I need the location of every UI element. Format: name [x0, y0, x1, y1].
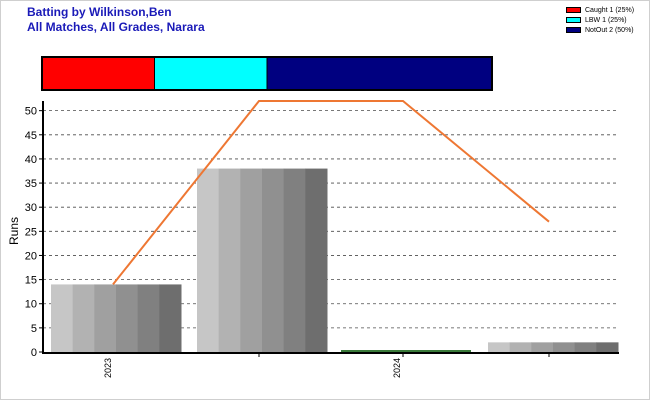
bar-strip: [531, 342, 554, 352]
legend: Caught 1 (25%) LBW 1 (25%) NotOut 2 (50%…: [566, 5, 634, 35]
y-tick-label: 20: [25, 250, 37, 262]
x-tick-label: 2023: [103, 358, 113, 378]
stacked-segment-lbw: [154, 56, 268, 91]
bar-strip: [137, 284, 160, 352]
bar-strip: [94, 284, 117, 352]
chart-title: Batting by Wilkinson,Ben: [27, 5, 172, 19]
bar-strip: [262, 168, 285, 352]
y-tick-label: 5: [31, 323, 37, 335]
y-tick-label: 10: [25, 299, 37, 311]
bar-strip: [51, 284, 74, 352]
bar-strip: [240, 168, 263, 352]
legend-swatch-notout: [566, 27, 581, 33]
legend-item-notout: NotOut 2 (50%): [566, 25, 634, 35]
stacked-segment-notout: [266, 56, 493, 91]
bar-strip: [159, 284, 182, 352]
legend-swatch-caught: [566, 7, 581, 13]
y-axis-label: Runs: [7, 217, 21, 245]
bar-strip: [509, 342, 532, 352]
legend-item-caught: Caught 1 (25%): [566, 5, 634, 15]
legend-label-caught: Caught 1 (25%): [585, 6, 635, 14]
bar-empty: [341, 350, 471, 352]
stacked-bar-border: [41, 56, 493, 91]
bar-strip: [283, 168, 306, 352]
bar-strip: [72, 284, 95, 352]
bar-strip: [305, 168, 328, 352]
bar-strip: [488, 342, 511, 352]
y-tick-label: 25: [25, 226, 37, 238]
y-tick-label: 0: [31, 347, 37, 359]
bar-strip: [116, 284, 139, 352]
bar-strip: [596, 342, 619, 352]
y-tick-label: 40: [25, 154, 37, 166]
bar-strip: [218, 168, 241, 352]
stacked-segment-caught: [41, 56, 155, 91]
legend-label-lbw: LBW 1 (25%): [585, 16, 627, 24]
x-tick-label: 2024: [392, 358, 402, 378]
legend-item-lbw: LBW 1 (25%): [566, 15, 634, 25]
runs-line: [112, 100, 550, 286]
bar-strip: [197, 168, 220, 352]
y-tick-label: 15: [25, 275, 37, 287]
bar-strip: [574, 342, 597, 352]
legend-label-notout: NotOut 2 (50%): [585, 26, 634, 34]
y-tick-label: 30: [25, 202, 37, 214]
y-tick-label: 35: [25, 178, 37, 190]
chart-subtitle: All Matches, All Grades, Narara: [27, 20, 205, 34]
bar-strip: [553, 342, 576, 352]
y-tick-label: 50: [25, 106, 37, 118]
y-tick-label: 45: [25, 130, 37, 142]
legend-swatch-lbw: [566, 17, 581, 23]
